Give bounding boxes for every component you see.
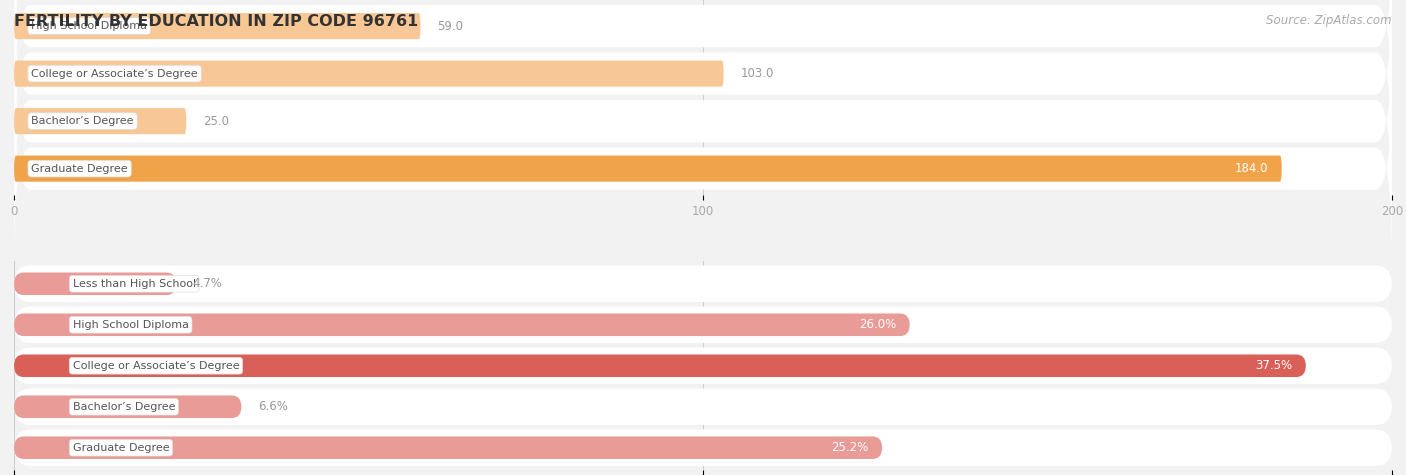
Text: 103.0: 103.0 — [740, 67, 773, 80]
FancyBboxPatch shape — [14, 0, 1392, 119]
FancyBboxPatch shape — [14, 0, 1392, 71]
FancyBboxPatch shape — [14, 266, 1392, 302]
Text: Bachelor’s Degree: Bachelor’s Degree — [73, 402, 176, 412]
Text: High School Diploma: High School Diploma — [73, 320, 188, 330]
Text: 59.0: 59.0 — [437, 19, 463, 33]
FancyBboxPatch shape — [14, 155, 1282, 181]
FancyBboxPatch shape — [14, 76, 1392, 261]
FancyBboxPatch shape — [14, 396, 242, 418]
Text: Bachelor’s Degree: Bachelor’s Degree — [31, 116, 134, 126]
Text: Graduate Degree: Graduate Degree — [73, 443, 169, 453]
Text: 26.0%: 26.0% — [859, 318, 896, 331]
FancyBboxPatch shape — [14, 389, 1392, 425]
Text: Graduate Degree: Graduate Degree — [31, 163, 128, 174]
FancyBboxPatch shape — [14, 306, 1392, 343]
Text: 25.2%: 25.2% — [831, 441, 869, 454]
Text: 184.0: 184.0 — [1234, 162, 1268, 175]
FancyBboxPatch shape — [14, 437, 882, 459]
FancyBboxPatch shape — [14, 0, 1392, 166]
FancyBboxPatch shape — [14, 429, 1392, 466]
Text: Source: ZipAtlas.com: Source: ZipAtlas.com — [1267, 14, 1392, 27]
FancyBboxPatch shape — [14, 13, 420, 39]
Text: 25.0: 25.0 — [202, 114, 229, 128]
Text: 37.5%: 37.5% — [1256, 359, 1292, 372]
Text: College or Associate’s Degree: College or Associate’s Degree — [73, 361, 239, 371]
FancyBboxPatch shape — [14, 60, 724, 86]
Text: High School Diploma: High School Diploma — [31, 21, 148, 31]
FancyBboxPatch shape — [14, 273, 176, 295]
Text: 6.6%: 6.6% — [257, 400, 288, 413]
FancyBboxPatch shape — [14, 354, 1306, 377]
FancyBboxPatch shape — [14, 314, 910, 336]
Text: Less than High School: Less than High School — [73, 279, 195, 289]
Text: College or Associate’s Degree: College or Associate’s Degree — [31, 68, 198, 79]
FancyBboxPatch shape — [14, 348, 1392, 384]
FancyBboxPatch shape — [14, 108, 186, 134]
Text: 4.7%: 4.7% — [193, 277, 222, 290]
FancyBboxPatch shape — [14, 28, 1392, 214]
Text: FERTILITY BY EDUCATION IN ZIP CODE 96761: FERTILITY BY EDUCATION IN ZIP CODE 96761 — [14, 14, 419, 29]
